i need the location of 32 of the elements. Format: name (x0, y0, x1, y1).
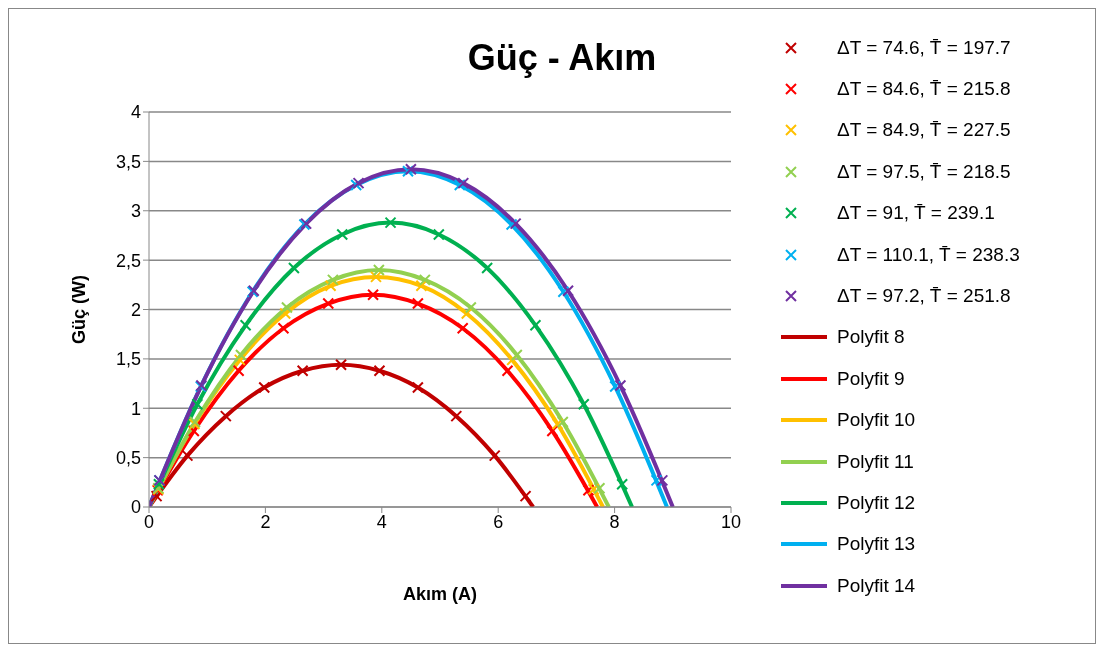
legend-label: ΔT = 74.6, T̄ = 197.7 (837, 36, 1011, 59)
x-axis-title: Akım (A) (402, 583, 478, 604)
legend-label: Polyfit 11 (837, 450, 914, 473)
y-axis-title: Güç (W) (69, 275, 90, 344)
x-tick-label: 6 (493, 511, 504, 532)
legend-label: Polyfit 14 (837, 574, 916, 597)
legend-label: ΔT = 91, T̄ = 239.1 (837, 202, 995, 225)
chart-title: Güç - Akım (466, 37, 658, 79)
y-tick-label: 2 (130, 299, 141, 320)
y-tick-label: 1 (130, 398, 141, 419)
legend-label: ΔT = 84.6, T̄ = 215.8 (837, 78, 1011, 101)
y-tick-label: 3 (130, 201, 141, 222)
x-tick-label: 10 (720, 511, 742, 532)
legend-label: ΔT = 110.1, T̄ = 238.3 (837, 243, 1020, 266)
legend-label: Polyfit 13 (837, 533, 916, 556)
x-tick-label: 8 (609, 511, 620, 532)
y-tick-label: 0,5 (115, 448, 141, 469)
y-tick-label: 1,5 (115, 349, 141, 370)
y-tick-label: 3,5 (115, 151, 141, 172)
y-tick-label: 4 (130, 102, 141, 123)
legend-label: ΔT = 97.5, T̄ = 218.5 (837, 160, 1011, 183)
legend-label: Polyfit 9 (837, 367, 905, 390)
legend-label: Polyfit 8 (837, 326, 905, 349)
y-tick-label: 0 (130, 497, 141, 518)
x-tick-label: 4 (376, 511, 387, 532)
legend-label: Polyfit 12 (837, 491, 916, 514)
x-tick-label: 2 (260, 511, 271, 532)
legend-label: ΔT = 97.2, T̄ = 251.8 (837, 285, 1011, 308)
y-tick-label: 2,5 (115, 250, 141, 271)
x-tick-label: 0 (143, 511, 155, 532)
legend-label: Polyfit 10 (837, 409, 916, 432)
legend-label: ΔT = 84.9, T̄ = 227.5 (837, 119, 1011, 142)
